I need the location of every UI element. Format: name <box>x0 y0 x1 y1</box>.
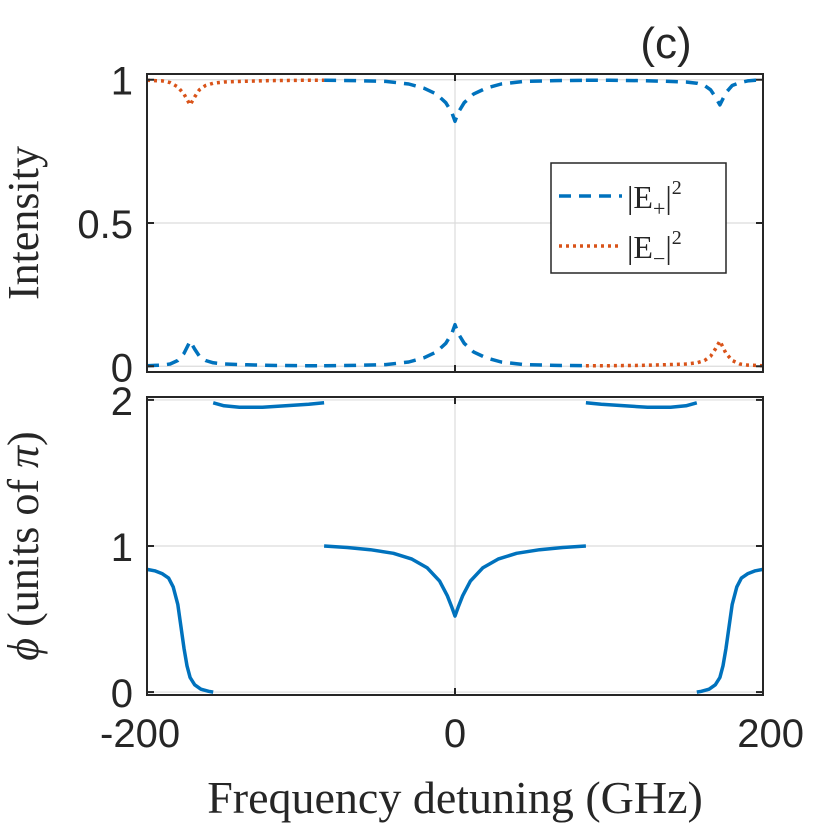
legend-label-plus: |E+|2 <box>627 177 682 221</box>
xtick-label: 200 <box>737 712 804 756</box>
series-line-phi <box>323 544 587 618</box>
legend: |E+|2 |E−|2 <box>550 162 727 274</box>
intensity-ylabel: Intensity <box>0 146 48 300</box>
ytick-label: 0 <box>111 346 133 390</box>
phase-axes: 012-200 0 200 ϕ (units of π) Frequency det… <box>0 380 804 823</box>
ytick-label: 0 <box>111 672 133 716</box>
intensity-series <box>146 78 764 368</box>
series-line-phi <box>696 567 764 694</box>
ytick-label: 0.5 <box>77 203 133 247</box>
xtick-label: -200 <box>100 712 180 756</box>
intensity-ticks: 00.51 <box>77 60 764 390</box>
phase-ylabel: ϕ (units of π) <box>0 431 48 660</box>
series-line-E+ <box>324 322 586 368</box>
legend-label-minus: |E−|2 <box>627 227 682 271</box>
series-line-phi <box>212 401 325 409</box>
series-line-E+ <box>146 339 325 368</box>
ytick-label: 1 <box>111 526 133 570</box>
series-line-E+ <box>324 78 586 124</box>
legend-box <box>550 162 727 274</box>
series-line-phi <box>146 567 214 694</box>
series-line-phi <box>585 401 698 409</box>
phase-xlabel: Frequency detuning (GHz) <box>207 772 703 823</box>
series-line-E- <box>585 339 764 368</box>
phase-series <box>146 401 764 694</box>
series-line-E+ <box>585 78 763 107</box>
intensity-axes: 00.51 Intensity |E+|2 |E−|2 <box>0 60 764 390</box>
xtick-label: 0 <box>444 712 466 756</box>
ytick-label: 2 <box>111 380 133 424</box>
ytick-label: 1 <box>111 60 133 104</box>
phase-ticks: 012-200 0 200 <box>100 380 804 756</box>
panel-label: (c) <box>640 19 691 68</box>
